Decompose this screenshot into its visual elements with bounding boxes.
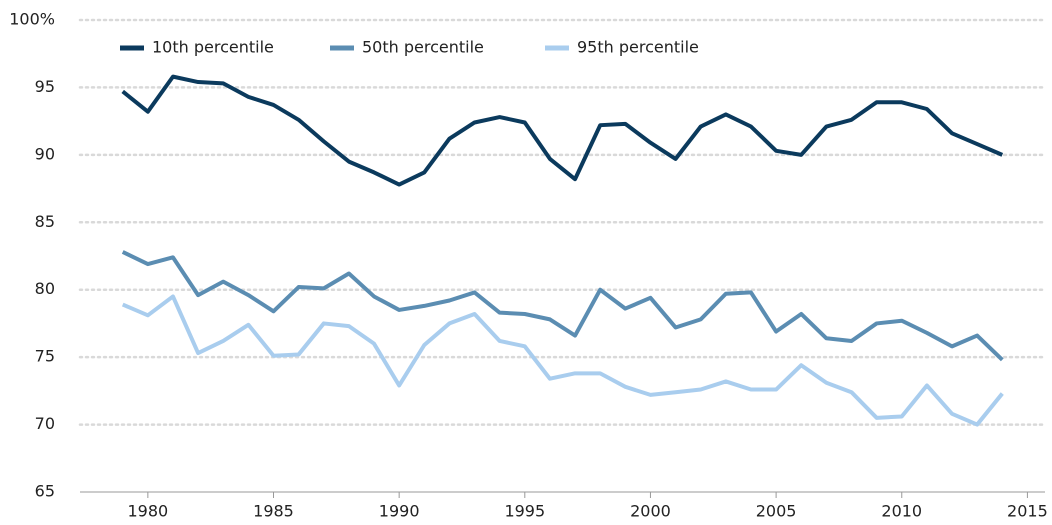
x-tick-label: 2000	[630, 502, 671, 521]
y-tick-label: 80	[35, 279, 55, 298]
x-tick-label: 1990	[379, 502, 420, 521]
y-tick-label: 90	[35, 144, 55, 163]
x-tick-label: 1980	[127, 502, 168, 521]
x-tick-label: 1995	[504, 502, 545, 521]
x-tick-label: 2015	[1007, 502, 1048, 521]
x-tick-label: 1985	[253, 502, 294, 521]
x-tick-label: 2005	[756, 502, 797, 521]
series-line	[121, 294, 1004, 427]
legend-label: 50th percentile	[362, 38, 484, 57]
x-tick-label: 2010	[881, 502, 922, 521]
series-line	[121, 74, 1004, 187]
legend-label: 10th percentile	[152, 38, 274, 57]
series-line	[121, 250, 1004, 362]
y-tick-label: 65	[35, 482, 55, 501]
y-tick-label: 100%	[9, 10, 55, 29]
y-tick-label: 70	[35, 414, 55, 433]
y-tick-label: 95	[35, 77, 55, 96]
y-tick-label: 75	[35, 347, 55, 366]
y-tick-label: 85	[35, 212, 55, 231]
legend-label: 95th percentile	[577, 38, 699, 57]
